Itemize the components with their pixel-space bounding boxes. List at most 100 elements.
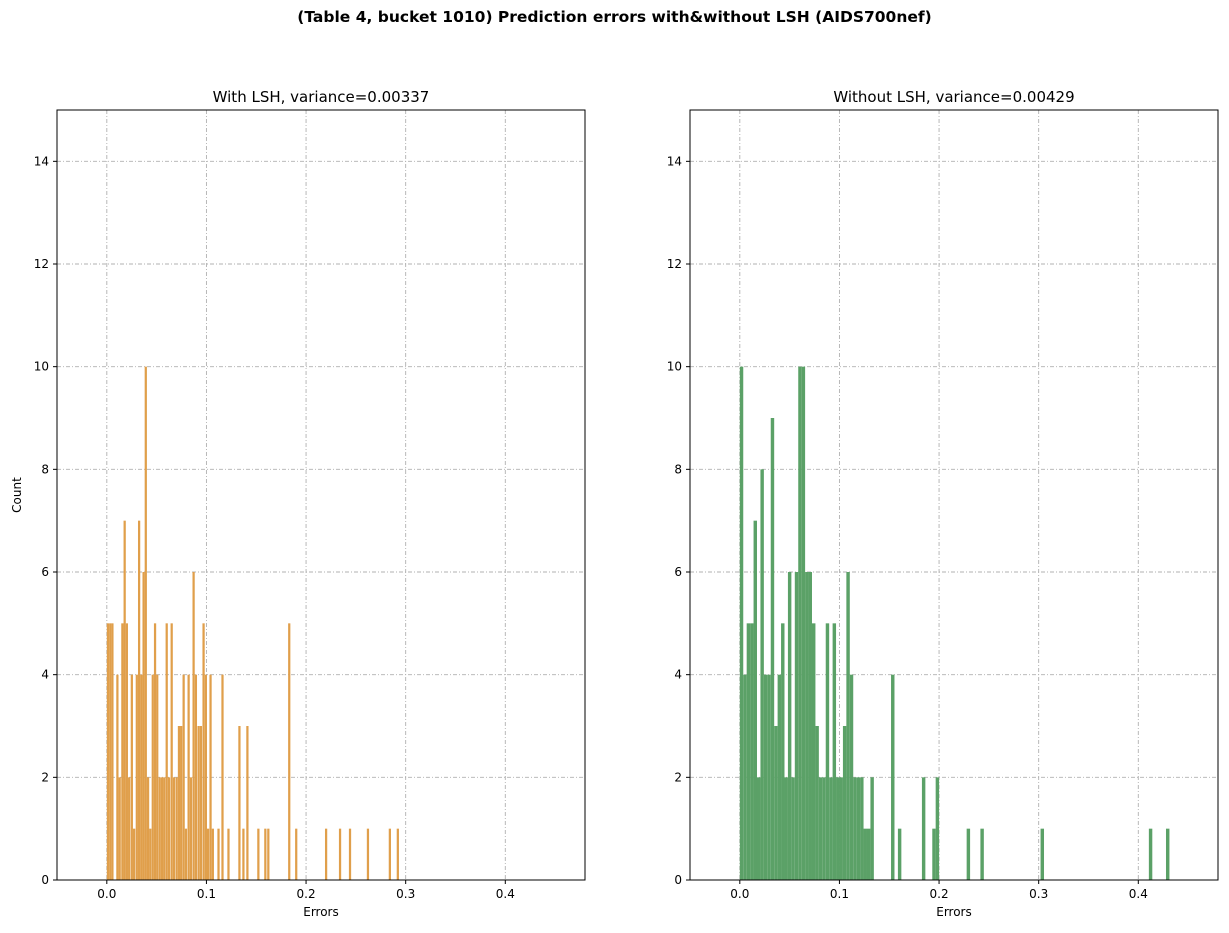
histogram-bar [123,520,126,880]
histogram-bar [324,828,328,880]
histogram-bar [760,469,764,880]
histogram-bar [204,674,207,880]
histogram-bar [825,623,830,880]
histogram-bar [860,777,864,880]
histogram-bar [777,674,782,880]
y-tick-label: 2 [41,770,49,784]
histogram-bar [921,777,926,880]
panel-with-lsh: 0.0 0.1 0.2 0.3 0.4 0 2 4 6 8 10 12 14 With LSH, vari… [10,88,586,919]
y-tick-label: 14 [667,154,682,168]
histogram-bar [808,572,812,880]
histogram-bar [746,623,751,880]
histogram-bar [966,828,971,880]
histogram-bar [794,572,799,880]
histogram-bar [182,674,185,880]
histogram-bar [257,828,260,880]
histogram-bar [130,674,133,880]
y-tick-label: 6 [674,565,682,579]
subplot-title: Without LSH, variance=0.00429 [833,88,1074,106]
histogram-bar [338,828,342,880]
histogram-bar [849,674,854,880]
histogram-bar [187,674,190,880]
histogram-bar [175,777,178,880]
histogram-bar [142,572,145,880]
histogram-bar [396,828,399,880]
histogram-bar [753,520,757,880]
histogram-bar [180,726,183,880]
histogram-bar [832,623,837,880]
histogram-bar [170,623,173,880]
histogram-bar [267,828,270,880]
histogram-bar [144,366,147,881]
y-tick-label: 0 [674,873,682,887]
histogram-bar [756,777,761,880]
histogram-bar [805,572,809,880]
histogram-bar [798,366,802,881]
histogram-bar [815,726,819,880]
histogram-bar [133,828,136,880]
histogram-bar [388,828,391,880]
y-tick-label: 8 [674,462,682,476]
histogram-bar [202,623,205,880]
axes-frame [689,109,1219,881]
histogram-bar [774,726,778,880]
histogram-bar [163,777,166,880]
histogram-bar [897,828,902,880]
histogram-bar [160,777,164,880]
histogram-bar [246,726,249,880]
y-tick-label: 8 [41,462,49,476]
histogram-bar [211,828,214,880]
histogram-bar [770,418,775,880]
histogram-bar [238,726,241,880]
y-tick-label: 2 [674,770,682,784]
histogram-bar [111,623,114,880]
histogram-bar [177,726,181,880]
histogram-bar [165,623,168,880]
x-tick-label: 0.3 [1029,887,1048,901]
histogram-bar [366,828,370,880]
histogram-bar [146,777,150,880]
y-tick-label: 10 [667,360,682,374]
histogram-bar [863,828,867,880]
histogram-bar [839,777,843,880]
y-tick-label: 6 [41,565,49,579]
histogram-bar [763,674,768,880]
x-axis-label: Errors [303,905,339,919]
histogram-bar [739,366,744,881]
histogram-bar [116,674,119,880]
subplot-title: With LSH, variance=0.00337 [213,88,430,106]
histogram-bar [822,777,826,880]
histogram-bar [829,777,833,880]
histogram-bar [140,674,143,880]
histogram-bar [194,674,198,880]
histogram-bar [137,520,141,880]
x-tick-label: 0.2 [930,887,949,901]
histogram-bar [1148,828,1153,880]
histogram-bar [980,828,984,880]
x-tick-label: 0.2 [297,887,316,901]
histogram-bar [158,777,161,880]
histogram-bar [891,674,895,880]
histogram-bar [836,777,840,880]
histogram-bar [856,777,861,880]
histogram-bar [801,366,806,881]
histogram-bar [750,623,754,880]
axes-frame [56,109,586,881]
x-tick-label: 0.4 [1129,887,1148,901]
histogram-bar [128,777,131,880]
histogram-bar [1165,828,1170,880]
x-tick-label: 0.0 [730,887,749,901]
histogram-bar [135,674,138,880]
y-tick-label: 12 [667,257,682,271]
histogram-bar [935,777,940,880]
histogram-bar [153,623,157,880]
histogram-bar [846,572,850,880]
histogram-bar [167,777,171,880]
histogram-bar [1040,828,1045,880]
histogram-bar [767,674,771,880]
histogram-bar [818,777,823,880]
histogram-bar [842,726,847,880]
histogram-bar [209,674,212,880]
y-axis-label: Count [10,477,24,513]
